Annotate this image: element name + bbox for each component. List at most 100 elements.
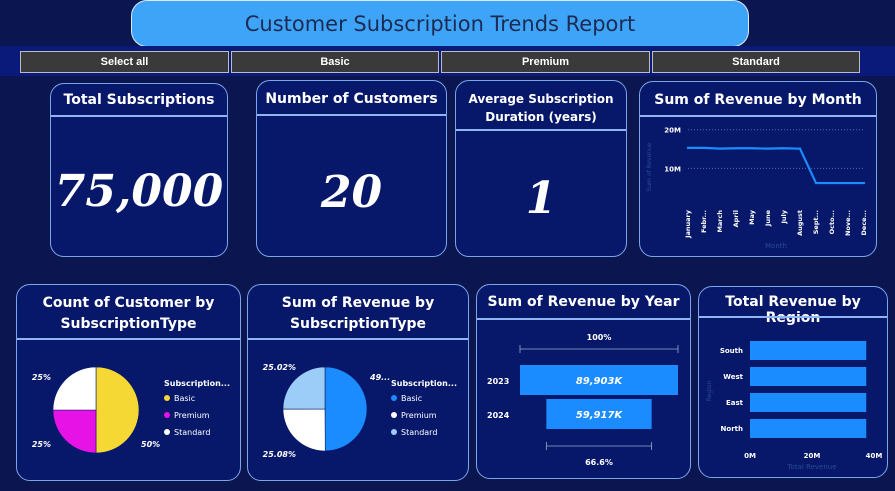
bar-chart-svg: 100% 89,903K 2023 59,917K 2024 66.6% xyxy=(487,333,679,467)
year-bar-value: 89,903K xyxy=(576,376,624,387)
kpi-card-average-duration[interactable]: Average Subscription Duration (years) 1 xyxy=(455,80,627,257)
slicer-basic[interactable]: Basic xyxy=(231,51,439,73)
data-point xyxy=(686,146,690,150)
report-title: Customer Subscription Trends Report xyxy=(131,0,749,47)
data-point xyxy=(862,181,866,185)
card-divider xyxy=(640,115,876,117)
pie-slice-basic xyxy=(324,366,368,452)
pie-slice-standard xyxy=(282,366,326,410)
chart-title-line2: SubscriptionType xyxy=(289,316,427,332)
y-axis-label: Sum of Revenue xyxy=(646,142,653,191)
pie-slice-label: 25.02% xyxy=(263,363,296,372)
legend-marker xyxy=(164,412,170,418)
card-divider xyxy=(248,338,468,340)
chart-title: Sum of Revenue by SubscriptionType xyxy=(248,293,468,335)
data-point xyxy=(798,147,802,150)
data-point xyxy=(718,147,722,150)
x-tick-label: Febr... xyxy=(700,210,708,233)
pie-slice-standard xyxy=(52,366,97,411)
card-divider xyxy=(477,318,690,320)
chart-card-customers-by-type[interactable]: Count of Customer by SubscriptionType 50… xyxy=(16,284,241,481)
x-tick-label: June xyxy=(764,209,772,227)
region-label: North xyxy=(721,425,743,433)
kpi-card-number-of-customers[interactable]: Number of Customers 20 xyxy=(256,80,447,257)
legend-item-label: Basic xyxy=(174,394,195,403)
pie-slice-basic xyxy=(95,366,140,454)
region-label: West xyxy=(723,373,743,381)
data-point xyxy=(814,181,818,185)
legend-item-label: Premium xyxy=(401,411,437,420)
legend-item-label: Basic xyxy=(401,394,422,403)
year-bar-value: 59,917K xyxy=(576,410,624,421)
legend-item-label: Premium xyxy=(174,411,210,420)
kpi-value: 20 xyxy=(320,167,383,218)
chart-card-revenue-by-region[interactable]: Total Revenue by Region South West East Nor… xyxy=(698,286,888,478)
slicer-premium[interactable]: Premium xyxy=(441,51,650,73)
year-bar xyxy=(520,365,678,395)
data-point xyxy=(750,147,754,150)
kpi-title: Average Subscription Duration (years) xyxy=(456,90,626,126)
x-tick-label: Octo... xyxy=(828,210,836,234)
kpi-title: Total Subscriptions xyxy=(63,92,215,108)
funnel-top-label: 100% xyxy=(587,333,612,342)
slicer-select-all[interactable]: Select all xyxy=(20,51,229,73)
x-tick-label: July xyxy=(780,209,788,224)
pie-slice-label: 25.08% xyxy=(263,450,296,459)
line-chart-svg: 20M 10M January Febr... March April May June Jul… xyxy=(646,127,868,250)
legend-item-label: Standard xyxy=(174,428,210,437)
x-tick-label: 40M xyxy=(866,452,883,460)
x-tick-label: 0M xyxy=(744,452,756,460)
x-tick-label: January xyxy=(684,209,692,239)
kpi-title-line1: Average Subscription xyxy=(468,92,614,106)
pie-slice-label: 25% xyxy=(32,440,51,449)
data-point xyxy=(766,147,770,150)
y-tick-label: 10M xyxy=(664,165,681,173)
legend-marker xyxy=(391,395,397,401)
legend-marker xyxy=(164,429,170,435)
pie-chart-svg: 49... 25.08% 25.02% Subscription... Basic Pre… xyxy=(263,363,457,459)
year-bar xyxy=(546,399,652,429)
x-axis-label: Month xyxy=(765,242,787,250)
pie-slice-label: 49... xyxy=(369,373,390,382)
bar-chart-svg: South West East North 0M 20M 40M Total Revenue R… xyxy=(706,341,883,471)
chart-title-line2: SubscriptionType xyxy=(60,316,197,332)
x-axis-label: Total Revenue xyxy=(786,463,836,471)
data-point xyxy=(830,181,834,185)
data-point xyxy=(782,147,786,150)
chart-card-revenue-by-year[interactable]: Sum of Revenue by Year 100% 89,903K 2023 59… xyxy=(476,284,691,479)
x-tick-label: Dece... xyxy=(860,210,868,235)
chart-card-revenue-by-type[interactable]: Sum of Revenue by SubscriptionType 49...… xyxy=(247,284,469,481)
kpi-title: Number of Customers xyxy=(265,91,438,107)
chart-card-revenue-by-month[interactable]: Sum of Revenue by Month 20M 10M January Feb… xyxy=(639,81,877,257)
pie-slice-premium xyxy=(52,409,97,454)
y-axis-label: Region xyxy=(706,381,713,402)
card-divider xyxy=(456,129,626,131)
chart-title: Sum of Revenue by Year xyxy=(487,294,680,310)
data-point xyxy=(734,147,738,150)
slicer-standard[interactable]: Standard xyxy=(652,51,860,73)
x-tick-label: May xyxy=(748,209,756,225)
year-label: 2024 xyxy=(487,411,510,420)
chart-title-line1: Sum of Revenue by xyxy=(281,295,435,311)
chart-title-line1: Count of Customer by xyxy=(42,295,215,311)
chart-title: Total Revenue by Region xyxy=(725,294,861,326)
legend-title: Subscription... xyxy=(391,379,457,388)
x-tick-label: August xyxy=(796,210,804,236)
kpi-card-total-subscriptions[interactable]: Total Subscriptions 75,000 xyxy=(50,83,228,257)
legend-marker xyxy=(391,429,397,435)
card-divider xyxy=(257,114,446,116)
pie-slice-label: 25% xyxy=(32,373,51,382)
pie-chart-svg: 50% 25% 25% Subscription... Basic Premium Stan… xyxy=(32,366,230,454)
region-bar xyxy=(750,341,867,360)
pie-slice-label: 50% xyxy=(141,440,160,449)
year-label: 2023 xyxy=(487,377,509,386)
x-tick-label: April xyxy=(732,210,740,227)
legend-marker xyxy=(391,412,397,418)
region-bar xyxy=(750,367,867,386)
x-tick-label: 20M xyxy=(804,452,821,460)
x-tick-label: Nove... xyxy=(844,210,852,236)
y-tick-label: 20M xyxy=(664,127,681,135)
card-divider xyxy=(17,338,240,340)
kpi-value: 75,000 xyxy=(54,166,224,217)
card-divider xyxy=(51,115,227,117)
